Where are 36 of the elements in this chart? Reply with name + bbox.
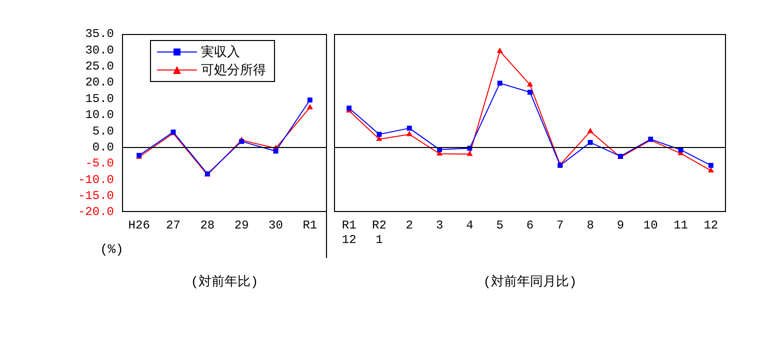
y-tick-label: 10.0 — [85, 108, 114, 122]
y-tick-label: -15.0 — [78, 188, 114, 203]
x-tick-label: 28 — [200, 218, 215, 232]
y-tick-label: 35.0 — [85, 27, 114, 42]
legend-label: 可処分所得 — [201, 62, 266, 79]
x-tick-label: 5 — [496, 218, 504, 232]
x-tick-label: 2 — [406, 218, 413, 232]
x-tick-label: 30 — [268, 218, 283, 232]
y-tick-label: 5.0 — [92, 124, 114, 138]
x-tick-label: 11 — [674, 218, 688, 232]
x-tick-label: H26 — [128, 218, 150, 232]
x-tick-label: 10 — [643, 218, 658, 232]
y-tick-label: 20.0 — [85, 76, 114, 90]
x-tick-label: 29 — [234, 218, 249, 232]
y-tick-label: -20.0 — [78, 205, 114, 220]
x-tick-label: 4 — [466, 218, 474, 232]
x-axis-title: (対前年比) — [190, 274, 258, 290]
x-tick-label: R1 — [302, 218, 318, 232]
y-tick-label: 25.0 — [85, 60, 114, 74]
x-tick-label: 6 — [526, 218, 534, 232]
x-tick-label: R2 1 — [372, 218, 386, 247]
y-axis-title: (%) — [100, 242, 124, 257]
legend-label: 実収入 — [201, 44, 240, 61]
y-tick-label: 30.0 — [85, 43, 114, 58]
x-tick-label: 3 — [436, 218, 444, 232]
x-tick-label: 8 — [586, 218, 594, 232]
y-tick-label: 0.0 — [92, 140, 114, 154]
y-tick-label: 15.0 — [85, 92, 114, 106]
x-tick-label: 27 — [166, 218, 180, 232]
y-tick-label: -10.0 — [78, 172, 114, 187]
x-tick-label: 12 — [704, 218, 718, 232]
y-tick-label: -5.0 — [85, 156, 114, 171]
x-tick-label: R1 12 — [342, 218, 356, 247]
x-tick-label: 7 — [556, 218, 564, 232]
x-axis-title: (対前年同月比) — [483, 274, 577, 290]
x-tick-label: 9 — [616, 218, 624, 232]
